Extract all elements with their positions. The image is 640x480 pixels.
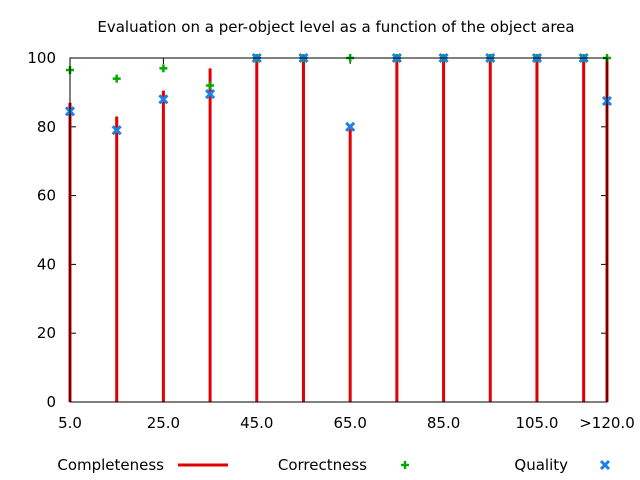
x-tick-labels: 5.0 25.0 45.0 65.0 85.0 105.0 >120.0	[58, 414, 635, 432]
legend-label-correctness: Correctness	[278, 456, 367, 474]
quality-point	[345, 121, 356, 132]
y-tick-label: 100	[27, 49, 56, 67]
x-tick-label: 5.0	[58, 414, 82, 432]
quality-point	[205, 89, 216, 100]
legend: Completeness Correctness Quality	[57, 456, 611, 474]
chart-title: Evaluation on a per-object level as a fu…	[97, 18, 574, 36]
correctness-point	[159, 64, 168, 73]
quality-point	[111, 125, 122, 136]
x-tick-label: >120.0	[579, 414, 635, 432]
legend-label-quality: Quality	[514, 456, 568, 474]
x-tick-label: 105.0	[515, 414, 558, 432]
correctness-point	[206, 81, 215, 90]
x-tick-label: 85.0	[427, 414, 460, 432]
completeness-series	[68, 58, 609, 402]
y-tick-label: 80	[37, 118, 56, 136]
plot-frame	[69, 57, 608, 403]
legend-swatch-correctness	[401, 461, 409, 469]
legend-label-completeness: Completeness	[57, 456, 164, 474]
y-tick-label: 0	[46, 393, 56, 411]
axis-ticks	[69, 57, 608, 403]
y-tick-label: 20	[37, 324, 56, 342]
correctness-series	[66, 54, 611, 90]
x-tick-label: 45.0	[240, 414, 273, 432]
quality-series	[64, 52, 613, 136]
quality-point	[158, 94, 169, 105]
x-tick-label: 65.0	[333, 414, 366, 432]
legend-swatch-quality	[599, 459, 611, 471]
y-tick-label: 40	[37, 255, 56, 273]
y-tick-label: 60	[37, 187, 56, 205]
x-tick-label: 25.0	[147, 414, 180, 432]
correctness-point	[112, 74, 121, 83]
y-tick-labels: 0 20 40 60 80 100	[27, 49, 56, 411]
